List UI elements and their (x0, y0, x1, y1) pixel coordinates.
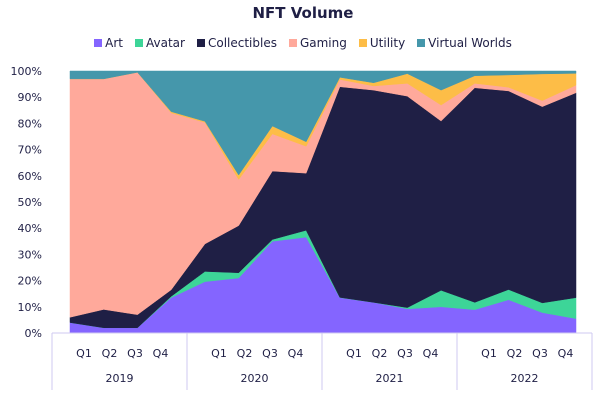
x-quarter-label: Q3 (532, 347, 548, 360)
y-tick-label: 0% (25, 327, 42, 340)
x-quarter-label: Q4 (558, 347, 574, 360)
y-tick-label: 70% (18, 144, 42, 157)
legend-item: Art (94, 36, 123, 50)
legend-label: Utility (369, 36, 406, 50)
x-quarter-label: Q1 (346, 347, 362, 360)
x-quarter-label: Q3 (397, 347, 413, 360)
x-year-label: 2021 (376, 372, 404, 385)
legend-item: Virtual Worlds (417, 36, 512, 50)
legend-label: Avatar (146, 36, 185, 50)
x-year-label: 2020 (241, 372, 269, 385)
legend-label: Virtual Worlds (428, 36, 512, 50)
y-tick-label: 40% (18, 222, 42, 235)
x-quarter-label: Q4 (153, 347, 169, 360)
x-quarter-label: Q3 (127, 347, 143, 360)
legend-swatch (358, 39, 367, 47)
legend-label: Gaming (299, 36, 347, 50)
x-quarter-label: Q1 (481, 347, 497, 360)
legend-label: Art (105, 36, 124, 50)
x-year-label: 2022 (511, 372, 539, 385)
legend-swatch (288, 39, 297, 47)
y-tick-label: 90% (18, 91, 42, 104)
legend-swatch (417, 39, 426, 47)
x-year-label: 2019 (106, 372, 134, 385)
x-quarter-label: Q2 (507, 347, 523, 360)
legend-item: Gaming (288, 36, 347, 50)
legend-swatch (135, 39, 144, 47)
y-tick-label: 20% (18, 275, 42, 288)
y-tick-label: 100% (11, 65, 42, 78)
x-quarter-label: Q4 (288, 347, 304, 360)
x-quarter-label: Q1 (211, 347, 227, 360)
legend-item: Collectibles (196, 36, 277, 50)
legend-label: Collectibles (207, 36, 277, 50)
area-virtual-worlds (69, 70, 577, 176)
chart-title: NFT Volume (252, 4, 354, 22)
legend-item: Utility (358, 36, 406, 50)
y-tick-label: 60% (18, 170, 42, 183)
x-quarter-label: Q2 (102, 347, 118, 360)
legend: Art Avatar Collectibles Gaming Utility Virtua… (0, 36, 606, 50)
y-tick-label: 50% (18, 196, 42, 209)
y-tick-label: 80% (18, 117, 42, 130)
y-tick-label: 10% (18, 301, 42, 314)
legend-swatch (94, 39, 103, 47)
legend-item: Avatar (135, 36, 185, 50)
x-quarter-label: Q3 (262, 347, 278, 360)
legend-swatch (196, 39, 205, 47)
x-quarter-label: Q2 (237, 347, 253, 360)
x-quarter-label: Q4 (423, 347, 439, 360)
x-quarter-label: Q1 (76, 347, 92, 360)
x-quarter-label: Q2 (372, 347, 388, 360)
y-tick-label: 30% (18, 248, 42, 261)
